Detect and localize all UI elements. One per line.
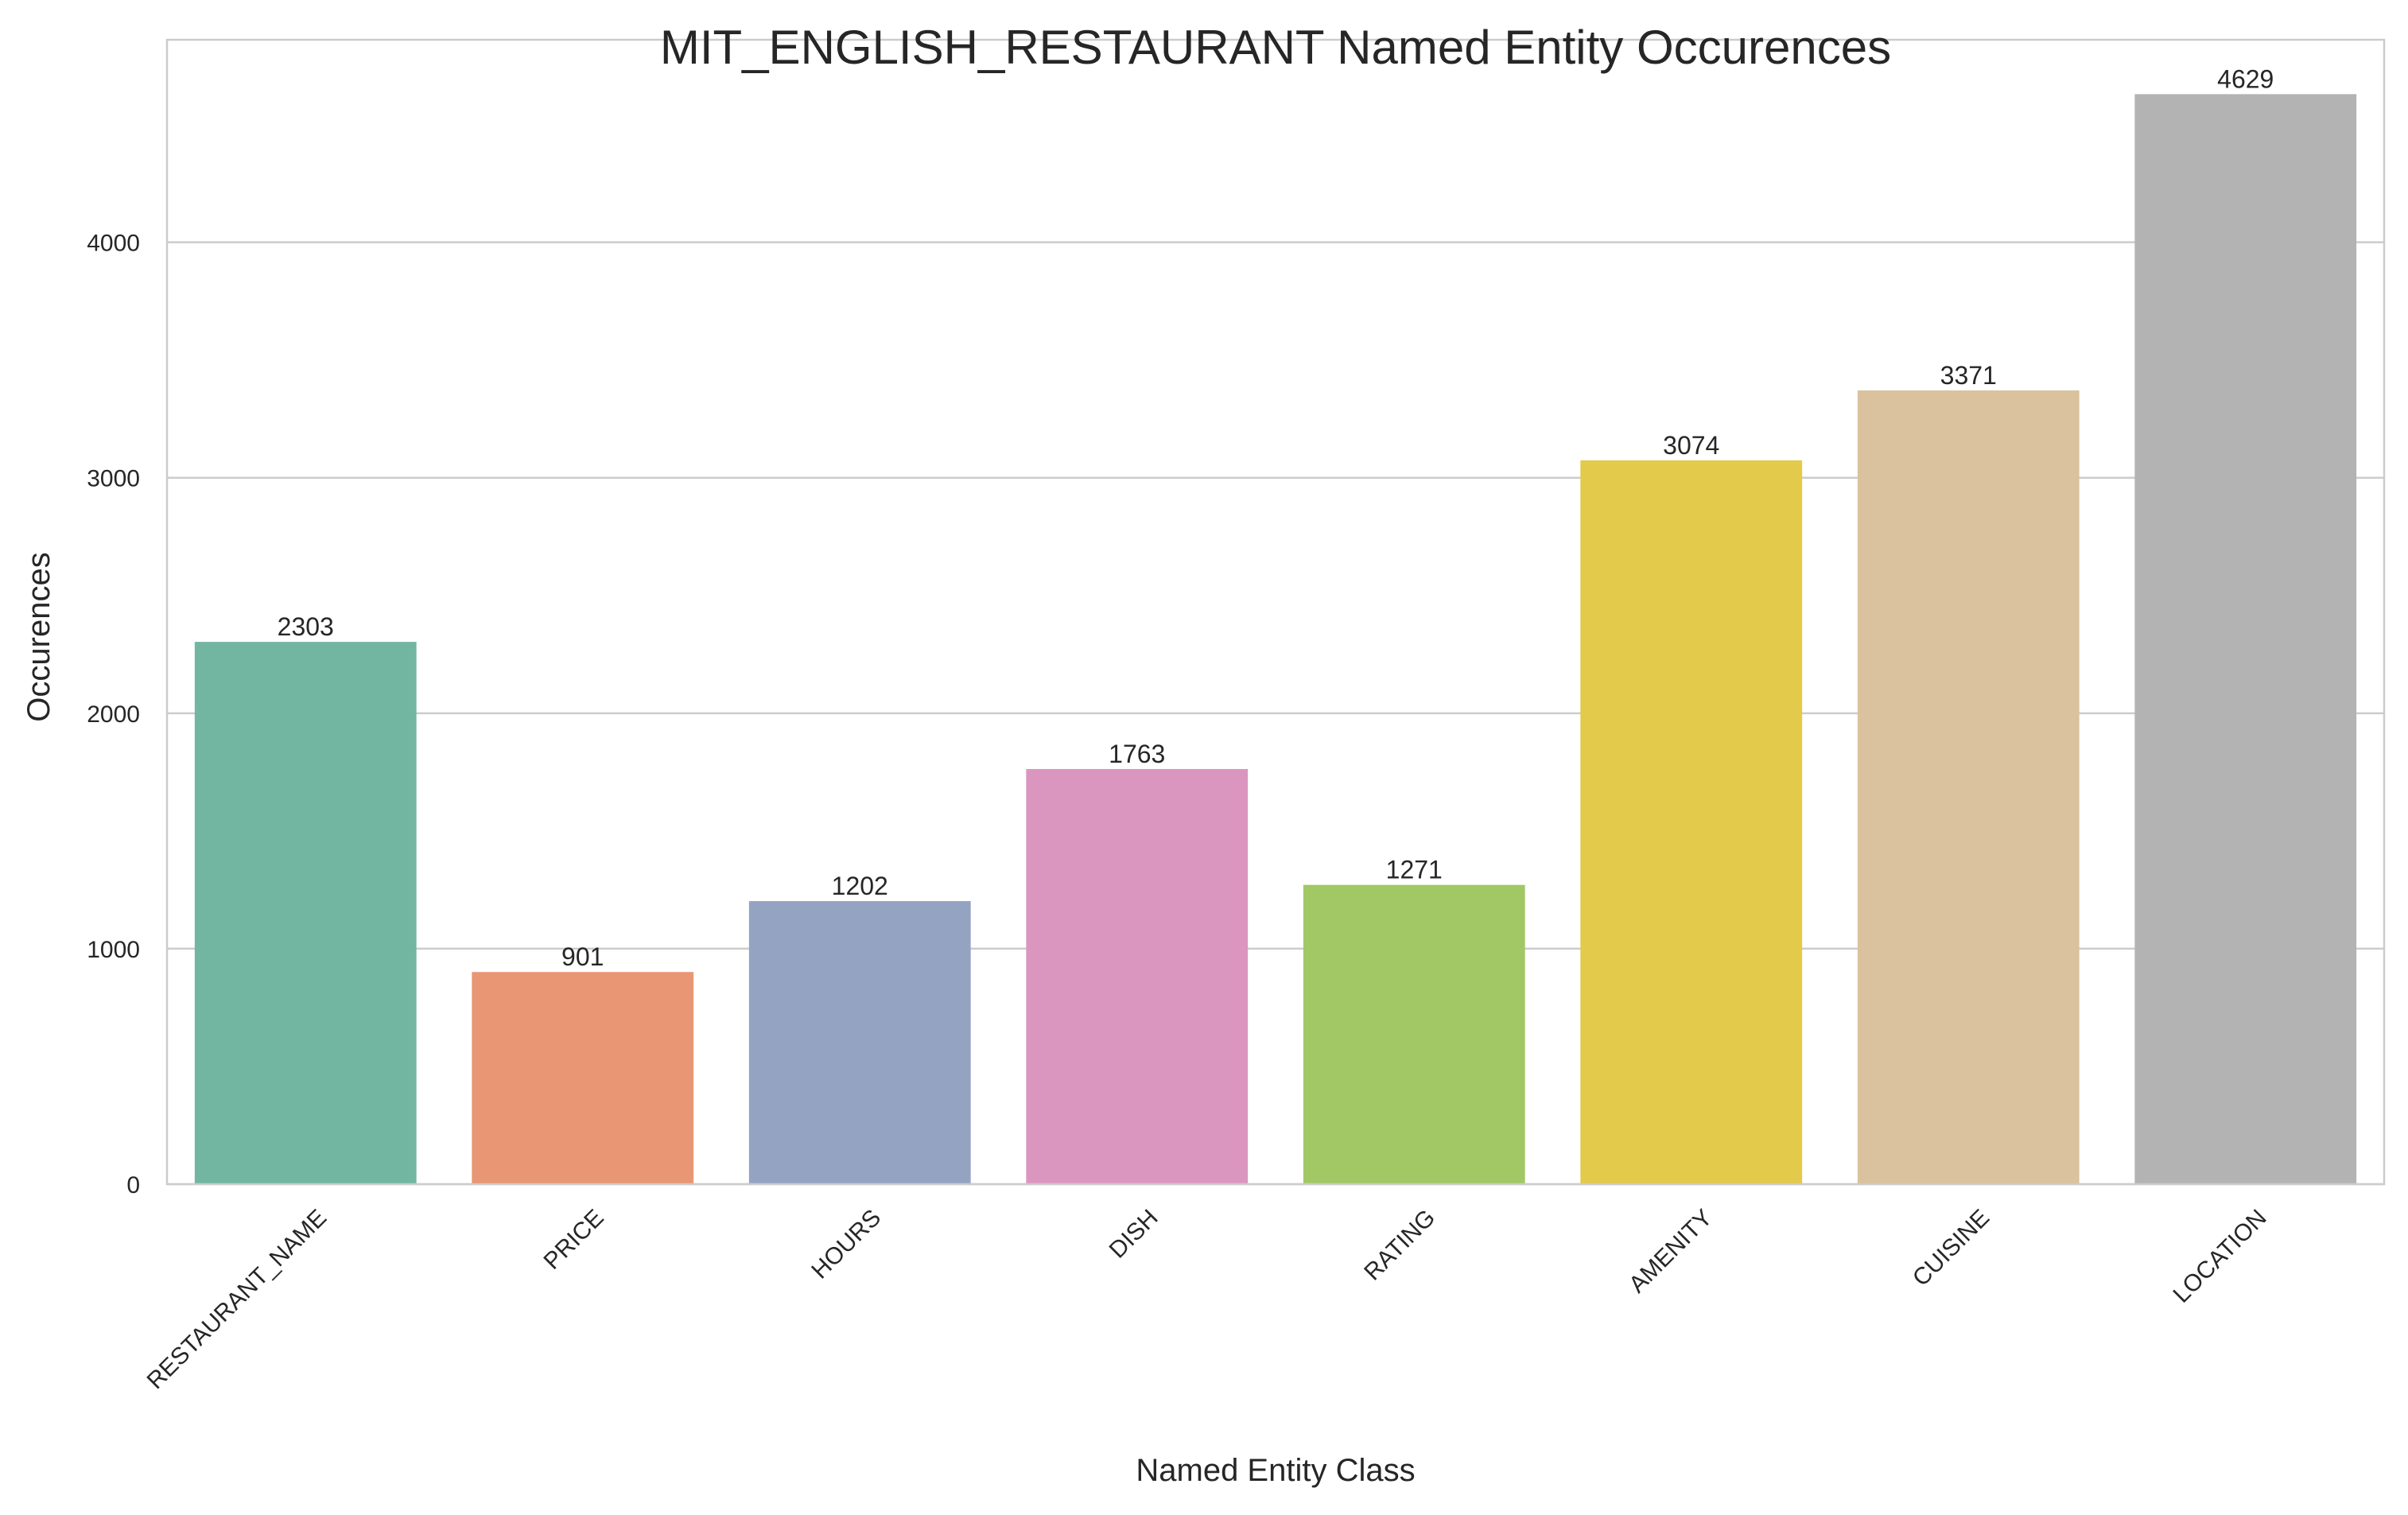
x-tick-label: HOURS <box>806 1205 886 1284</box>
bar-hours <box>748 901 971 1184</box>
bar-restaurant-name <box>194 642 417 1184</box>
bar-cuisine <box>1857 390 2080 1185</box>
y-tick-label: 0 <box>126 1172 140 1198</box>
plot-frame <box>165 38 2386 1186</box>
y-tick-label: 4000 <box>87 231 140 257</box>
bar-dish <box>1026 768 1249 1184</box>
y-axis-label: Occurences <box>21 552 56 721</box>
bar-value-label: 1763 <box>1109 740 1165 768</box>
x-tick-label: RESTAURANT_NAME <box>142 1205 332 1395</box>
x-tick-label: CUISINE <box>1908 1205 1994 1292</box>
x-tick-label: DISH <box>1105 1205 1163 1264</box>
bar-price <box>472 972 694 1184</box>
bar-value-label: 4629 <box>2217 64 2274 93</box>
bar-value-label: 901 <box>561 942 604 971</box>
bar-value-label: 1271 <box>1386 856 1443 884</box>
y-tick-label: 2000 <box>87 701 140 728</box>
bar-location <box>2134 94 2357 1184</box>
x-tick-labels: RESTAURANT_NAME PRICE HOURS DISH RATING AMENI… <box>142 1205 2272 1395</box>
bar-value-label: 2303 <box>278 612 334 641</box>
x-axis-label: Named Entity Class <box>1136 1453 1415 1488</box>
bar-rating <box>1303 884 1525 1184</box>
y-tick-label: 1000 <box>87 937 140 963</box>
x-tick-label: PRICE <box>539 1205 609 1275</box>
x-tick-label: RATING <box>1359 1205 1440 1286</box>
bar-value-label: 1202 <box>832 872 888 900</box>
bar-amenity <box>1580 460 1803 1184</box>
chart-title: MIT_ENGLISH_RESTAURANT Named Entity Occu… <box>660 21 1891 74</box>
x-tick-label: LOCATION <box>2168 1205 2271 1308</box>
x-tick-label: AMENITY <box>1624 1205 1718 1299</box>
bars <box>194 94 2357 1185</box>
bar-value-label: 3074 <box>1663 431 1719 460</box>
y-tick-label: 3000 <box>87 466 140 492</box>
y-tick-labels: 0 1000 2000 3000 4000 <box>87 231 140 1198</box>
bar-value-labels: 2303 901 1202 1763 1271 3074 3371 4629 <box>278 64 2274 971</box>
bar-value-label: 3371 <box>1940 361 1997 390</box>
